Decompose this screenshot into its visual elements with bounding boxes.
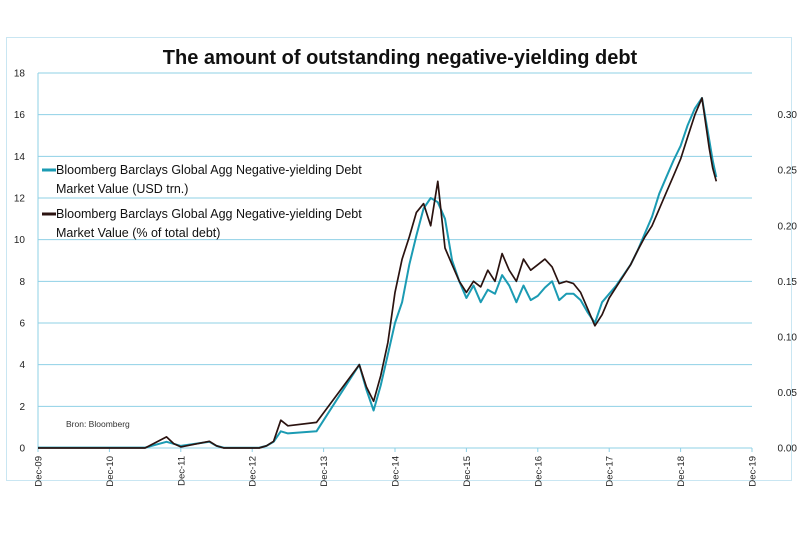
source-note: Bron: Bloomberg — [66, 419, 130, 429]
left-tick-label: 16 — [14, 110, 26, 121]
series-line-pct — [38, 97, 718, 449]
right-tick-label: 0.25 — [778, 166, 798, 177]
legend-line: Market Value (% of total debt) — [56, 226, 220, 240]
left-tick-label: 6 — [19, 319, 25, 330]
series-layer — [38, 97, 718, 449]
left-tick-label: 0 — [19, 444, 25, 455]
right-tick-label: 0.20 — [778, 221, 798, 232]
x-tick-label: Dec-18 — [676, 456, 687, 487]
x-tick-label: Dec-16 — [533, 456, 544, 487]
left-tick-label: 10 — [14, 235, 26, 246]
right-y-axis: 0.00 0.05 0.10 0.15 0.20 0.25 0.30 — [778, 110, 798, 454]
right-tick-label: 0.30 — [778, 110, 798, 121]
x-tick-label: Dec-14 — [391, 456, 402, 487]
legend: Bloomberg Barclays Global Agg Negative-y… — [42, 163, 362, 240]
legend-label-usd: Bloomberg Barclays Global Agg Negative-y… — [56, 163, 362, 196]
x-tick-label: Dec-15 — [462, 456, 473, 487]
left-tick-label: 8 — [19, 277, 25, 288]
chart-title: The amount of outstanding negative-yield… — [162, 47, 638, 69]
left-tick-label: 2 — [19, 402, 25, 413]
left-y-axis: 0 2 4 6 8 10 12 14 16 18 — [14, 69, 39, 455]
chart-frame — [6, 37, 792, 481]
right-tick-label: 0.10 — [778, 332, 798, 343]
x-tick-label: Dec-11 — [176, 456, 187, 486]
legend-line: Bloomberg Barclays Global Agg Negative-y… — [56, 163, 362, 177]
left-tick-label: 14 — [14, 152, 26, 163]
right-tick-label: 0.05 — [778, 388, 798, 399]
x-tick-label: Dec-17 — [605, 456, 616, 487]
x-tick-label: Dec-13 — [319, 456, 330, 487]
left-tick-label: 18 — [14, 69, 26, 80]
legend-line: Bloomberg Barclays Global Agg Negative-y… — [56, 207, 362, 221]
right-tick-label: 0.15 — [778, 277, 798, 288]
x-axis: Dec-09 Dec-10 Dec-11 Dec-12 Dec-13 Dec-14 Dec-… — [34, 447, 759, 487]
grid-lines — [38, 72, 752, 449]
legend-line: Market Value (USD trn.) — [56, 182, 188, 196]
left-tick-label: 4 — [19, 360, 25, 371]
x-tick-label: Dec-09 — [34, 456, 45, 487]
x-tick-label: Dec-19 — [748, 456, 759, 487]
x-tick-label: Dec-12 — [248, 456, 259, 487]
right-tick-label: 0.00 — [778, 444, 798, 455]
legend-label-pct: Bloomberg Barclays Global Agg Negative-y… — [56, 207, 362, 240]
left-tick-label: 12 — [14, 194, 26, 205]
x-tick-label: Dec-10 — [105, 456, 116, 487]
series-line-usd — [38, 97, 718, 449]
